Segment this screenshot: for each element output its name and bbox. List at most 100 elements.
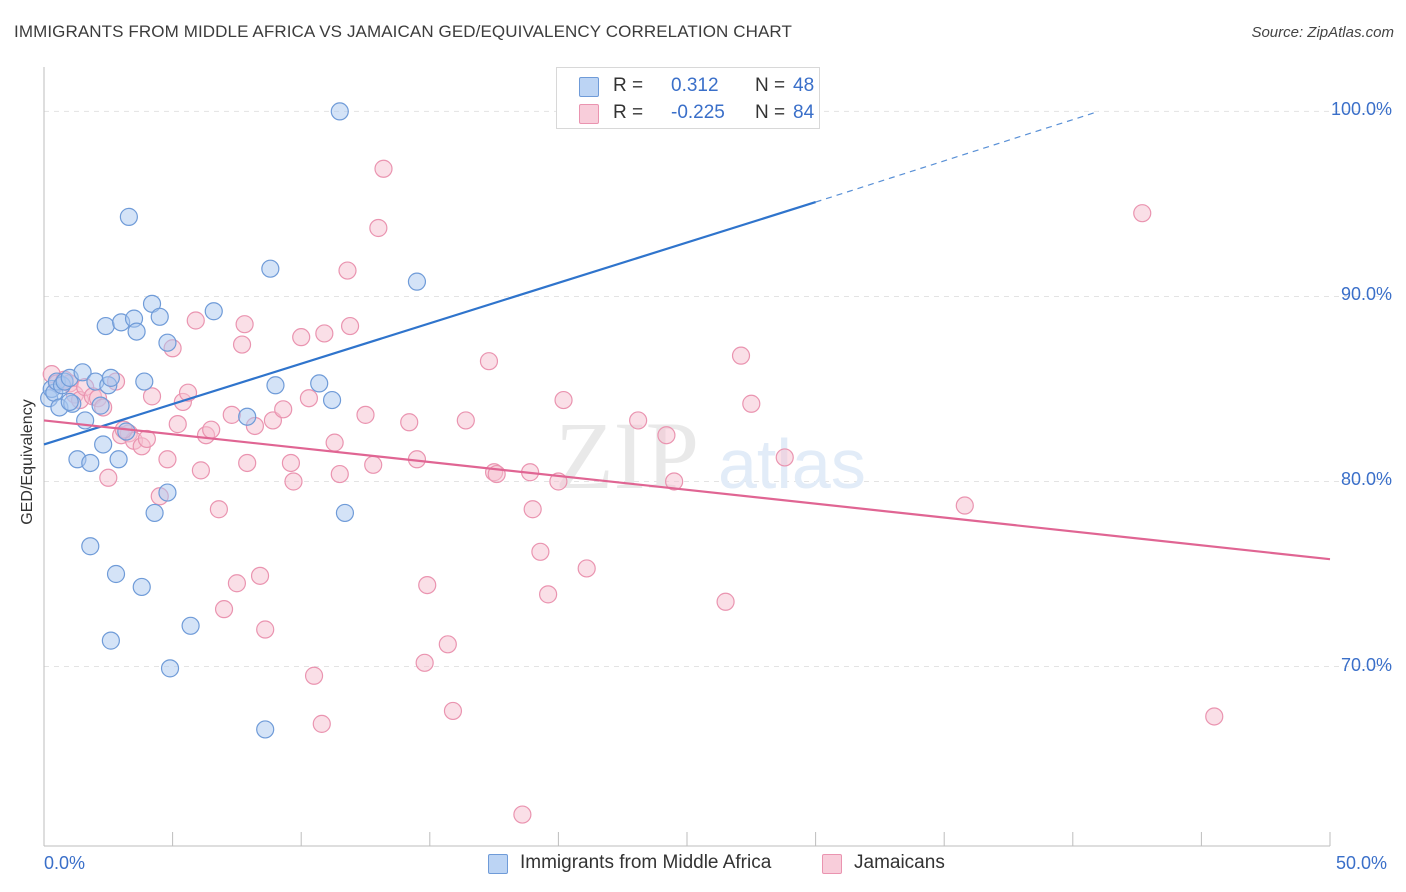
legend-n-value: 84 [793,102,815,123]
jamaicans-point [142,387,162,406]
middle-africa-point [91,396,110,415]
legend-n-label: N = [755,75,786,96]
stats-legend: R = 0.312 N = 48 R = -0.225 N = 84 [556,67,820,129]
chart-title: IMMIGRANTS FROM MIDDLE AFRICA VS JAMAICA… [14,22,792,41]
middle-africa-point [261,259,280,278]
middle-africa-point [119,207,138,226]
jamaicans-point [232,335,252,354]
legend-r-value: -0.225 [671,102,725,123]
middle-africa-trend-line [43,201,816,446]
bottom-legend-swatch-pink [822,854,842,874]
jamaicans-point [554,390,573,410]
middle-africa-point [60,392,79,412]
jamaicans-trend-line [43,419,1331,561]
jamaicans-point [356,405,375,424]
jamaicans-point [299,389,319,408]
y-axis-label: GED/Equivalency [19,399,36,525]
y-tick-label: 90.0% [1340,284,1392,305]
watermark-zip: ZIP [555,402,699,509]
jamaicans-point [330,464,349,484]
jamaicans-point [191,461,210,480]
jamaicans-point [716,592,735,611]
jamaicans-point [186,311,205,330]
jamaicans-point [955,496,974,515]
jamaicans-point [577,559,596,578]
jamaicans-point [315,324,334,343]
jamaicans-point [338,261,357,280]
middle-africa-point [106,564,126,584]
middle-africa-point [256,720,275,739]
bottom-legend-label: Jamaicans [854,852,945,873]
trend-lines [43,110,1331,561]
jamaicans-point [340,316,360,336]
jamaicans-point [284,472,303,491]
jamaicans-point [274,400,293,419]
middle-africa-point [96,316,115,336]
jamaicans-point [438,635,457,654]
legend-r-label: R = [613,102,644,123]
watermark-atlas: atlas [718,425,866,503]
middle-africa-point [127,322,146,341]
middle-africa-points [40,102,427,739]
jamaicans-point [256,620,275,639]
jamaicans-point [227,574,246,593]
middle-africa-point [117,422,136,441]
jamaicans-point [657,426,676,445]
jamaicans-point [209,500,228,519]
jamaicans-point [665,472,684,491]
jamaicans-point [523,500,542,519]
axes [43,67,1331,847]
jamaicans-point [263,411,283,430]
middle-africa-point [335,503,355,523]
x-tick-label-min: 0.0% [44,853,86,873]
bottom-legend-label: Immigrants from Middle Africa [520,852,772,873]
jamaicans-point [415,653,434,672]
legend-swatch-pink [579,104,599,124]
middle-africa-point [204,302,223,321]
y-tick-label: 100.0% [1330,99,1392,120]
legend-r-value: 0.312 [671,75,719,96]
jamaicans-point [731,346,751,365]
jamaicans-point [292,328,311,347]
middle-africa-point [238,407,257,426]
middle-africa-point [322,390,342,410]
x-tick-label-max: 50.0% [1336,853,1388,873]
middle-africa-point [310,374,329,393]
jamaicans-point [168,415,187,434]
middle-africa-point [135,372,154,391]
middle-africa-point [81,453,100,473]
jamaicans-point [374,159,393,178]
jamaicans-point [513,805,532,824]
jamaicans-point [1205,707,1224,726]
jamaicans-point [1133,204,1152,223]
jamaicans-point [238,453,257,473]
jamaicans-point [202,420,221,439]
y-tick-label: 80.0% [1340,469,1392,490]
jamaicans-point [235,315,254,334]
jamaicans-point [531,542,550,561]
middle-africa-point [158,483,177,502]
jamaicans-point [775,448,794,467]
jamaicans-point [222,405,241,424]
middle-africa-point [330,102,349,121]
jamaicans-point [214,600,234,619]
jamaicans-point [304,666,324,685]
middle-africa-point [160,659,180,678]
jamaicans-point [325,433,344,452]
legend-n-value: 48 [793,75,815,96]
jamaicans-point [281,453,301,473]
jamaicans-point [456,411,475,430]
middle-africa-point [132,577,151,597]
y-tick-label: 70.0% [1340,654,1392,675]
jamaicans-point [539,585,558,604]
jamaicans-point [99,468,118,487]
middle-africa-point [407,272,427,291]
jamaicans-point [400,413,419,432]
middle-africa-point [109,450,128,469]
jamaicans-point [364,455,383,474]
jamaicans-point [158,450,177,469]
source-credit: Source: ZipAtlas.com [1251,24,1394,41]
middle-africa-point [101,631,120,650]
middle-africa-point [158,333,177,352]
